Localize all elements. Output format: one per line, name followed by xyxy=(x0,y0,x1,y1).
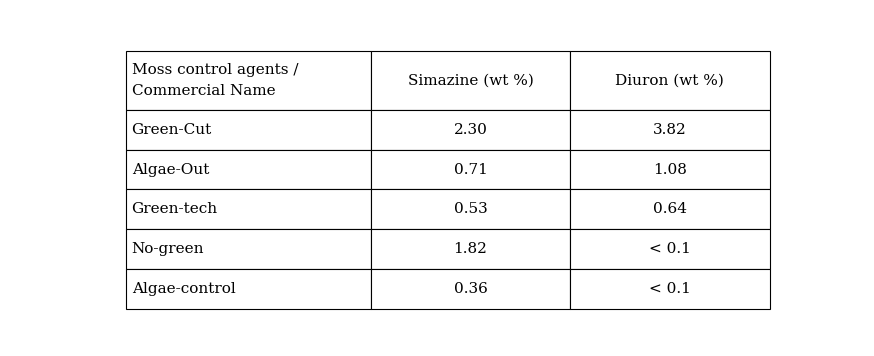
Bar xyxy=(570,269,770,309)
Text: Diuron (wt %): Diuron (wt %) xyxy=(615,73,725,88)
Bar xyxy=(570,150,770,189)
Text: 0.53: 0.53 xyxy=(454,202,488,216)
Bar xyxy=(126,51,371,110)
Bar xyxy=(126,229,371,269)
Text: 1.82: 1.82 xyxy=(454,242,488,256)
Text: 0.71: 0.71 xyxy=(454,162,488,177)
Text: 3.82: 3.82 xyxy=(653,123,687,137)
Bar xyxy=(570,229,770,269)
Bar xyxy=(371,229,570,269)
Text: 1.08: 1.08 xyxy=(653,162,687,177)
Bar xyxy=(371,269,570,309)
Text: < 0.1: < 0.1 xyxy=(649,282,690,296)
Bar xyxy=(570,51,770,110)
Text: 0.64: 0.64 xyxy=(653,202,687,216)
Bar xyxy=(371,51,570,110)
Bar xyxy=(126,269,371,309)
Text: Simazine (wt %): Simazine (wt %) xyxy=(407,73,533,88)
Text: Green-Cut: Green-Cut xyxy=(132,123,212,137)
Text: Moss control agents /
Commercial Name: Moss control agents / Commercial Name xyxy=(132,63,298,98)
Bar xyxy=(570,189,770,229)
Text: No-green: No-green xyxy=(132,242,205,256)
Text: Algae-Out: Algae-Out xyxy=(132,162,209,177)
Text: < 0.1: < 0.1 xyxy=(649,242,690,256)
Bar xyxy=(126,150,371,189)
Bar xyxy=(126,110,371,150)
Text: 0.36: 0.36 xyxy=(454,282,488,296)
Bar xyxy=(371,189,570,229)
Bar xyxy=(371,150,570,189)
Text: Green-tech: Green-tech xyxy=(132,202,218,216)
Text: 2.30: 2.30 xyxy=(454,123,488,137)
Text: Algae-control: Algae-control xyxy=(132,282,235,296)
Bar xyxy=(570,110,770,150)
Bar xyxy=(371,110,570,150)
Bar xyxy=(126,189,371,229)
